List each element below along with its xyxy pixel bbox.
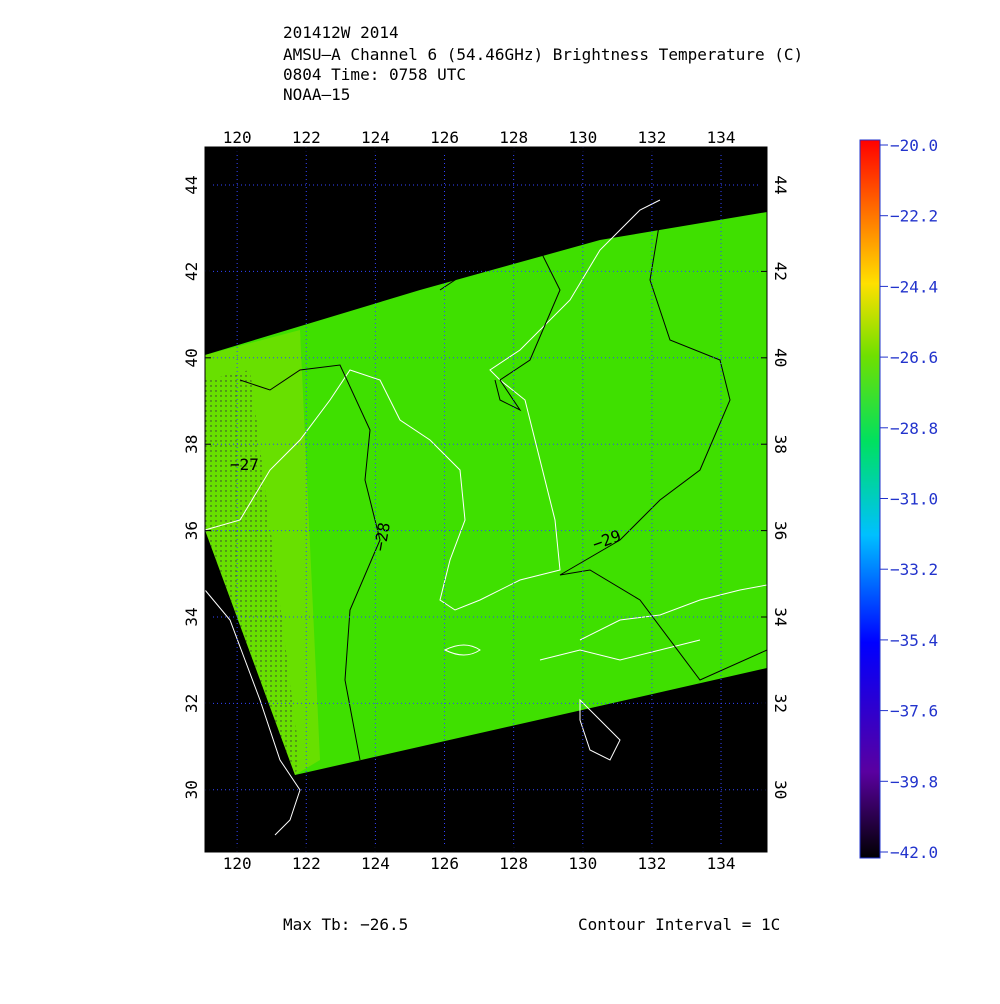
lat-label: 36 (182, 521, 201, 540)
lon-label: 132 (637, 854, 666, 873)
colorbar-label: −39.8 (890, 772, 938, 791)
colorbar (859, 139, 881, 859)
lon-label: 128 (499, 128, 528, 147)
lon-label: 132 (637, 128, 666, 147)
lon-label: 124 (361, 128, 390, 147)
colorbar-label: −22.2 (890, 207, 938, 226)
colorbar-label: −24.4 (890, 277, 938, 296)
title-line: 0804 Time: 0758 UTC (283, 65, 466, 84)
lat-label: 34 (771, 607, 790, 626)
lon-label: 126 (430, 854, 459, 873)
lat-label: 42 (182, 262, 201, 281)
contour-label: −28 (370, 521, 394, 553)
title-line: 201412W 2014 (283, 23, 399, 42)
lat-label: 30 (182, 780, 201, 799)
contour-label: −27 (230, 455, 259, 474)
title-line: AMSU–A Channel 6 (54.46GHz) Brightness T… (283, 45, 803, 64)
lon-label: 134 (707, 128, 736, 147)
colorbar-label: −20.0 (890, 136, 938, 155)
map-frame (204, 146, 768, 853)
lon-label: 130 (568, 128, 597, 147)
colorbar-label: −35.4 (890, 631, 938, 650)
swath-dots (205, 370, 300, 775)
colorbar-label: −31.0 (890, 490, 938, 509)
lon-label: 124 (361, 854, 390, 873)
colorbar-label: −33.2 (890, 560, 938, 579)
lat-label: 32 (182, 694, 201, 713)
lon-label: 122 (292, 854, 321, 873)
contour-interval: Contour Interval = 1C (578, 915, 780, 934)
lat-label: 38 (771, 435, 790, 454)
lon-label: 130 (568, 854, 597, 873)
swath (205, 212, 767, 775)
colorbar-label: −37.6 (890, 702, 938, 721)
lat-label: 44 (771, 175, 790, 194)
lat-label: 40 (182, 348, 201, 367)
colorbar-label: −26.6 (890, 348, 938, 367)
lat-label: 44 (182, 175, 201, 194)
title-line: NOAA–15 (283, 85, 350, 104)
lat-label: 30 (771, 780, 790, 799)
lat-label: 38 (182, 435, 201, 454)
colorbar-label: −28.8 (890, 419, 938, 438)
coastlines (204, 199, 768, 836)
lon-label: 120 (223, 854, 252, 873)
lat-label: 34 (182, 607, 201, 626)
max-tb: Max Tb: −26.5 (283, 915, 408, 934)
lon-label: 120 (223, 128, 252, 147)
lat-label: 32 (771, 694, 790, 713)
lon-label: 126 (430, 128, 459, 147)
lat-label: 42 (771, 262, 790, 281)
lat-label: 40 (771, 348, 790, 367)
colorbar-label: −42.0 (890, 843, 938, 862)
lon-label: 122 (292, 128, 321, 147)
lon-label: 134 (707, 854, 736, 873)
contours (239, 219, 768, 761)
map: −27 −28 −29 (204, 146, 768, 853)
lat-label: 36 (771, 521, 790, 540)
lon-label: 128 (499, 854, 528, 873)
